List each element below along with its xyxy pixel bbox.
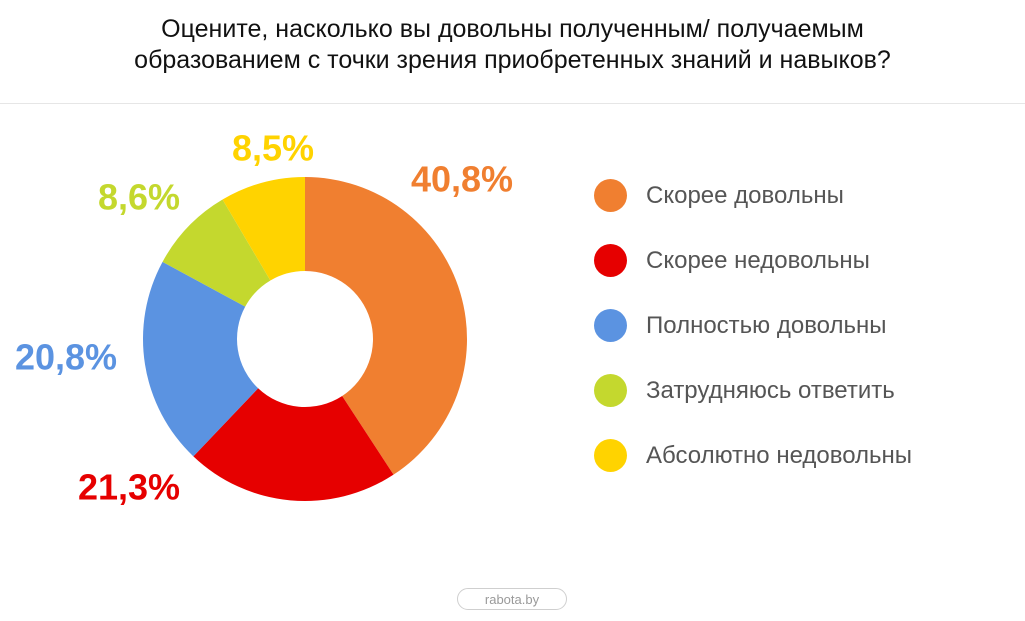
- legend-swatch: [594, 244, 627, 277]
- donut-slice: [143, 261, 259, 457]
- legend-item: Скорее недовольны: [594, 239, 912, 282]
- slice-value-label: 21,3%: [78, 467, 180, 508]
- legend-swatch: [594, 179, 627, 212]
- chart-legend: Скорее довольны Скорее недовольны Полность…: [594, 174, 912, 499]
- legend-swatch: [594, 439, 627, 472]
- legend-item: Скорее довольны: [594, 174, 912, 217]
- legend-label: Скорее недовольны: [646, 246, 870, 274]
- donut-slice: [162, 199, 271, 307]
- slice-value-label: 40,8%: [411, 159, 513, 200]
- donut-slice: [193, 388, 394, 502]
- title-divider: [0, 103, 1025, 104]
- chart-title: Оцените, насколько вы довольны полученны…: [0, 14, 1025, 76]
- legend-swatch: [594, 374, 627, 407]
- chart-title-line-2: образованием с точки зрения приобретенны…: [134, 46, 891, 74]
- slice-value-label: 8,5%: [232, 128, 314, 169]
- slice-value-label: 8,6%: [98, 177, 180, 218]
- legend-item: Полностью довольны: [594, 304, 912, 347]
- source-badge: rabota.by: [457, 588, 567, 610]
- legend-label: Абсолютно недовольны: [646, 441, 913, 469]
- legend-label: Затрудняюсь ответить: [646, 376, 895, 404]
- legend-label: Полностью довольны: [646, 311, 887, 339]
- donut-slice: [222, 177, 305, 281]
- legend-swatch: [594, 309, 627, 342]
- legend-item: Затрудняюсь ответить: [594, 369, 912, 412]
- donut-slice: [305, 177, 467, 475]
- legend-item: Абсолютно недовольны: [594, 434, 912, 477]
- chart-title-line-1: Оцените, насколько вы довольны полученны…: [161, 15, 864, 43]
- legend-label: Скорее довольны: [646, 181, 844, 209]
- slice-value-label: 20,8%: [15, 337, 117, 378]
